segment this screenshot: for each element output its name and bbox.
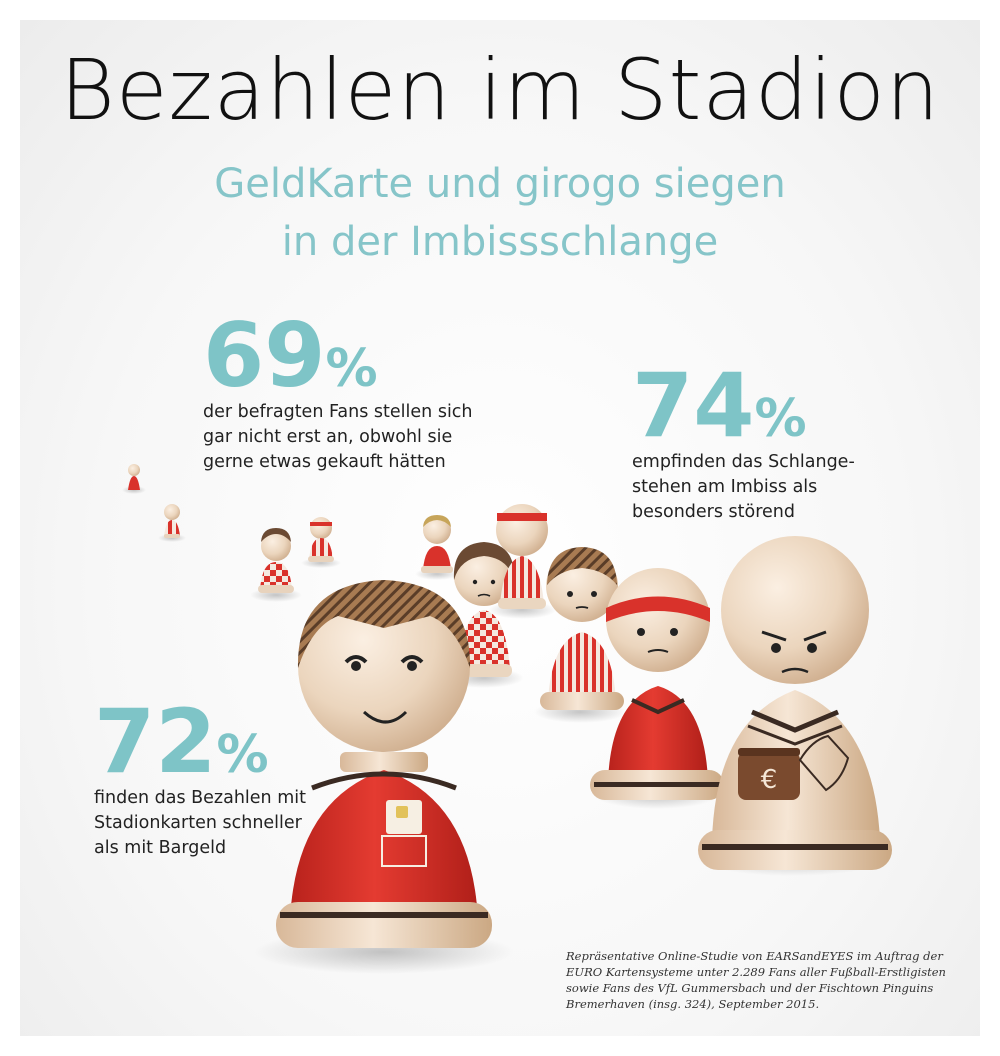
percent-sign: % — [754, 389, 807, 449]
euro-symbol: € — [761, 765, 778, 795]
percent-sign: % — [325, 339, 378, 399]
stat-number: 69 — [203, 304, 326, 407]
stat-value: 72% — [94, 698, 306, 786]
figure-headband-back — [488, 504, 556, 619]
stat-description-line: besonders störend — [632, 502, 796, 522]
source-footnote: Repräsentative Online-Studie von EARSand… — [566, 948, 966, 1012]
stat-description-line: finden das Bezahlen mit — [94, 788, 306, 808]
stat-description: finden das Bezahlen mit Stadionkarten sc… — [94, 786, 306, 861]
small-figure-blond — [415, 515, 459, 580]
stat-description-line: als mit Bargeld — [94, 838, 227, 858]
stat-description-line: empfinden das Schlange- — [632, 452, 855, 472]
stat-value: 69% — [203, 312, 473, 400]
figure-headband-front — [590, 568, 724, 809]
small-figure-checkered — [250, 528, 302, 602]
stat-description: empfinden das Schlange- stehen am Imbiss… — [632, 450, 855, 525]
stat-description-line: gerne etwas gekauft hätten — [203, 452, 446, 472]
stat-description-line: Stadionkarten schneller — [94, 813, 302, 833]
stat-number: 74 — [632, 354, 755, 457]
stat-value: 74% — [632, 362, 855, 450]
footnote-line: sowie Fans des VfL Gummersbach und der F… — [566, 981, 934, 995]
figure-wooden-purse: € — [696, 536, 892, 876]
stat-74-percent: 74% empfinden das Schlange- stehen am Im… — [632, 362, 855, 525]
stat-number: 72 — [94, 690, 217, 793]
page-title: Bezahlen im Stadion — [59, 41, 941, 139]
stat-72-percent: 72% finden das Bezahlen mit Stadionkarte… — [94, 698, 306, 861]
tiny-figure-2 — [158, 504, 186, 542]
tiny-figure-1 — [122, 464, 146, 494]
small-figure-stripes — [301, 517, 341, 568]
figure-stripes-sad — [534, 547, 626, 723]
footnote-line: EURO Kartensysteme unter 2.289 Fans alle… — [566, 965, 946, 979]
figure-big-red-smiling — [254, 580, 514, 974]
stat-69-percent: 69% der befragten Fans stellen sich gar … — [203, 312, 473, 475]
stat-description-line: der befragten Fans stellen sich — [203, 402, 473, 422]
subtitle-line-1: GeldKarte und girogo siegen — [214, 161, 786, 207]
subtitle-line-2: in der Imbissschlange — [281, 219, 719, 265]
stat-description: der befragten Fans stellen sich gar nich… — [203, 400, 473, 475]
purse-icon: € — [738, 748, 800, 800]
stat-description-line: stehen am Imbiss als — [632, 477, 818, 497]
percent-sign: % — [216, 725, 269, 785]
footnote-line: Bremerhaven (insg. 324), September 2015. — [566, 997, 820, 1011]
stat-description-line: gar nicht erst an, obwohl sie — [203, 427, 453, 447]
footnote-line: Repräsentative Online-Studie von EARSand… — [566, 949, 943, 963]
